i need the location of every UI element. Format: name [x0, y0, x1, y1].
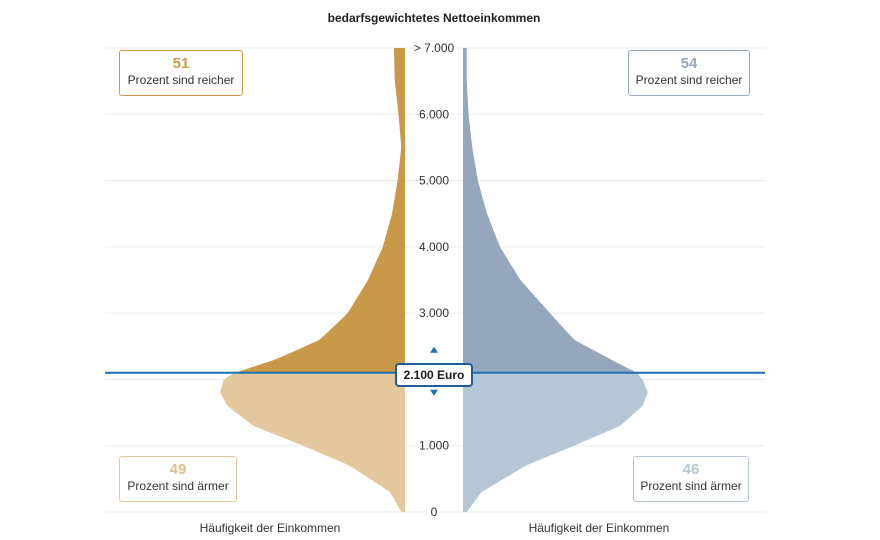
right-density-below: [463, 372, 648, 512]
x-axis-label-left: Häufigkeit der Einkommen: [200, 521, 341, 535]
right-richer-box: 54 Prozent sind reicher: [628, 50, 750, 96]
y-tick-label: 4.000: [419, 240, 449, 254]
left-poorer-value: 49: [169, 461, 187, 478]
x-axis-label-right: Häufigkeit der Einkommen: [529, 521, 670, 535]
marker-up-arrow[interactable]: [430, 346, 438, 353]
right-poorer-value: 46: [682, 461, 700, 478]
left-richer-text: Prozent sind reicher: [127, 73, 235, 87]
y-tick-label: 0: [431, 505, 438, 519]
left-richer-value: 51: [172, 55, 190, 72]
left-density-above: [234, 48, 405, 373]
left-density-below: [220, 372, 405, 512]
y-tick-label: 3.000: [419, 306, 449, 320]
y-tick-label: 6.000: [419, 107, 449, 121]
y-tick-label: > 7.000: [414, 41, 455, 55]
y-tick-label: 1.000: [419, 439, 449, 453]
left-richer-box: 51 Prozent sind reicher: [119, 50, 243, 96]
left-poorer-text: Prozent sind ärmer: [127, 479, 229, 493]
right-poorer-box: 46 Prozent sind ärmer: [633, 456, 749, 502]
marker-value-label[interactable]: 2.100 Euro: [395, 363, 473, 387]
left-poorer-box: 49 Prozent sind ärmer: [119, 456, 237, 502]
chart-title: bedarfsgewichtetes Nettoeinkommen: [328, 11, 541, 25]
right-density-above: [463, 48, 637, 373]
right-richer-text: Prozent sind reicher: [635, 73, 743, 87]
distribution-areas: [220, 48, 648, 512]
y-tick-label: 5.000: [419, 174, 449, 188]
right-poorer-text: Prozent sind ärmer: [640, 479, 742, 493]
right-richer-value: 54: [680, 55, 698, 72]
marker-down-arrow[interactable]: [430, 389, 438, 396]
